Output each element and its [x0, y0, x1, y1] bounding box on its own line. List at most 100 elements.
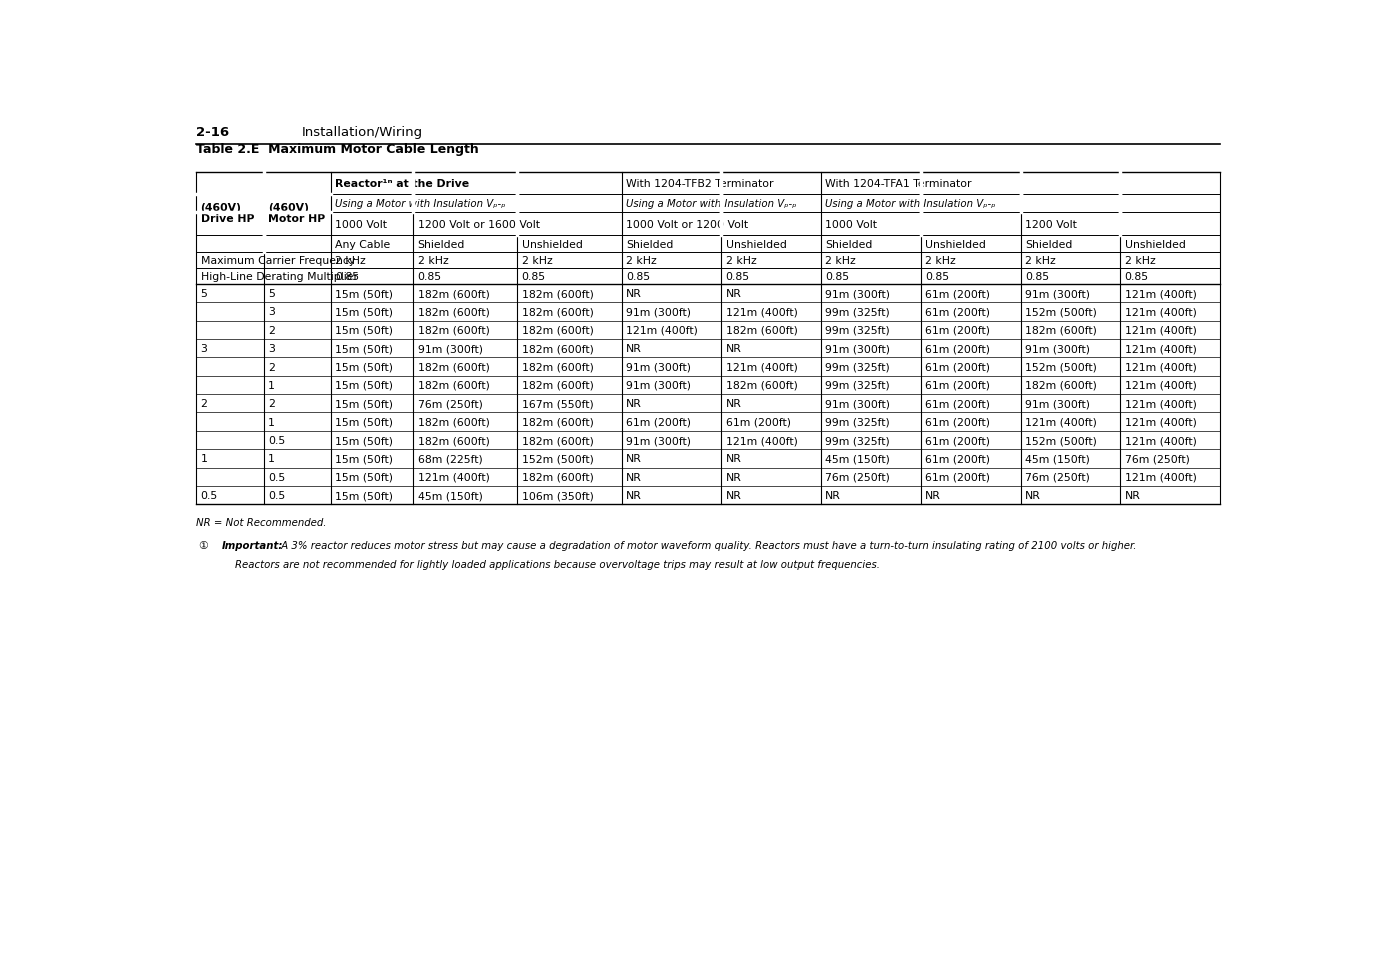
Text: 91m (300ft): 91m (300ft) — [417, 344, 482, 354]
Text: 15m (50ft): 15m (50ft) — [334, 344, 392, 354]
Text: NR: NR — [726, 289, 742, 299]
Text: 121m (400ft): 121m (400ft) — [1125, 307, 1197, 317]
Text: 0.85: 0.85 — [1125, 272, 1148, 281]
Text: 182m (600ft): 182m (600ft) — [417, 326, 489, 335]
Text: 5: 5 — [200, 289, 207, 299]
Text: Shielded: Shielded — [1025, 239, 1072, 250]
Text: 2 kHz: 2 kHz — [1025, 255, 1056, 265]
Text: 76m (250ft): 76m (250ft) — [417, 399, 482, 409]
Text: 2: 2 — [268, 399, 275, 409]
Text: 182m (600ft): 182m (600ft) — [521, 289, 593, 299]
Text: 1000 Volt: 1000 Volt — [334, 219, 387, 230]
Text: 0.85: 0.85 — [417, 272, 442, 281]
Text: 15m (50ft): 15m (50ft) — [334, 436, 392, 446]
Text: 121m (400ft): 121m (400ft) — [1125, 344, 1197, 354]
Text: 0.85: 0.85 — [925, 272, 949, 281]
Text: Shielded: Shielded — [417, 239, 464, 250]
Text: 91m (300ft): 91m (300ft) — [825, 344, 890, 354]
Text: 1: 1 — [268, 417, 275, 427]
Text: 15m (50ft): 15m (50ft) — [334, 307, 392, 317]
Text: 61m (200ft): 61m (200ft) — [925, 326, 990, 335]
Text: 121m (400ft): 121m (400ft) — [1025, 417, 1097, 427]
Text: 121m (400ft): 121m (400ft) — [626, 326, 698, 335]
Text: 1200 Volt or 1600 Volt: 1200 Volt or 1600 Volt — [417, 219, 539, 230]
Text: 121m (400ft): 121m (400ft) — [1125, 417, 1197, 427]
Text: With 1204-TFA1 Terminator: With 1204-TFA1 Terminator — [825, 179, 972, 189]
Text: 91m (300ft): 91m (300ft) — [1025, 344, 1090, 354]
Text: NR: NR — [626, 491, 641, 500]
Text: 2 kHz: 2 kHz — [1125, 255, 1155, 265]
Text: 91m (300ft): 91m (300ft) — [626, 436, 691, 446]
Text: Unshielded: Unshielded — [925, 239, 985, 250]
Text: ①: ① — [199, 540, 209, 550]
Text: Motor HP: Motor HP — [268, 213, 325, 223]
Text: 99m (325ft): 99m (325ft) — [825, 362, 890, 373]
Text: 0.85: 0.85 — [825, 272, 850, 281]
Text: 106m (350ft): 106m (350ft) — [521, 491, 593, 500]
Text: 182m (600ft): 182m (600ft) — [417, 362, 489, 373]
Text: 15m (50ft): 15m (50ft) — [334, 473, 392, 482]
Text: NR: NR — [726, 473, 742, 482]
Text: 182m (600ft): 182m (600ft) — [1025, 326, 1097, 335]
Text: 121m (400ft): 121m (400ft) — [1125, 289, 1197, 299]
Text: 61m (200ft): 61m (200ft) — [925, 399, 990, 409]
Text: 121m (400ft): 121m (400ft) — [1125, 380, 1197, 391]
Text: 0.5: 0.5 — [268, 473, 285, 482]
Text: 182m (600ft): 182m (600ft) — [417, 436, 489, 446]
Text: 91m (300ft): 91m (300ft) — [626, 307, 691, 317]
Text: High-Line Derating Multiplier: High-Line Derating Multiplier — [200, 272, 358, 281]
Text: 61m (200ft): 61m (200ft) — [925, 307, 990, 317]
Text: 121m (400ft): 121m (400ft) — [726, 362, 797, 373]
Text: 2 kHz: 2 kHz — [825, 255, 855, 265]
Text: Any Cable: Any Cable — [334, 239, 390, 250]
Text: 182m (600ft): 182m (600ft) — [726, 326, 797, 335]
Text: Installation/Wiring: Installation/Wiring — [301, 126, 423, 138]
Text: 99m (325ft): 99m (325ft) — [825, 380, 890, 391]
Text: Important:: Important: — [223, 540, 283, 550]
Text: 0.5: 0.5 — [268, 436, 285, 446]
Text: 182m (600ft): 182m (600ft) — [726, 380, 797, 391]
Text: NR: NR — [825, 491, 842, 500]
Text: 2 kHz: 2 kHz — [417, 255, 448, 265]
Text: NR: NR — [626, 289, 641, 299]
Text: 61m (200ft): 61m (200ft) — [726, 417, 791, 427]
Text: 3: 3 — [268, 307, 275, 317]
Text: 182m (600ft): 182m (600ft) — [521, 436, 593, 446]
Text: 0.5: 0.5 — [200, 491, 218, 500]
Text: 15m (50ft): 15m (50ft) — [334, 491, 392, 500]
Text: 0.85: 0.85 — [521, 272, 546, 281]
Text: 152m (500ft): 152m (500ft) — [1025, 436, 1097, 446]
Text: 0.85: 0.85 — [334, 272, 359, 281]
Text: Reactor¹ⁿ at the Drive: Reactor¹ⁿ at the Drive — [334, 179, 470, 189]
Text: 45m (150ft): 45m (150ft) — [1025, 454, 1090, 464]
Text: 91m (300ft): 91m (300ft) — [626, 362, 691, 373]
Text: 99m (325ft): 99m (325ft) — [825, 307, 890, 317]
Text: 99m (325ft): 99m (325ft) — [825, 417, 890, 427]
Text: 61m (200ft): 61m (200ft) — [925, 436, 990, 446]
Text: 3: 3 — [200, 344, 207, 354]
Text: 1: 1 — [200, 454, 207, 464]
Text: 15m (50ft): 15m (50ft) — [334, 289, 392, 299]
Text: 0.85: 0.85 — [626, 272, 650, 281]
Text: 182m (600ft): 182m (600ft) — [417, 417, 489, 427]
Text: 2: 2 — [200, 399, 207, 409]
Text: 1000 Volt or 1200 Volt: 1000 Volt or 1200 Volt — [626, 219, 748, 230]
Text: 0.85: 0.85 — [1025, 272, 1049, 281]
Text: 121m (400ft): 121m (400ft) — [1125, 326, 1197, 335]
Text: 15m (50ft): 15m (50ft) — [334, 326, 392, 335]
Text: Reactors are not recommended for lightly loaded applications because overvoltage: Reactors are not recommended for lightly… — [235, 559, 880, 569]
Text: 182m (600ft): 182m (600ft) — [521, 380, 593, 391]
Text: Maximum Carrier Frequency: Maximum Carrier Frequency — [200, 255, 355, 265]
Text: Drive HP: Drive HP — [200, 213, 254, 223]
Text: 182m (600ft): 182m (600ft) — [417, 380, 489, 391]
Text: Using a Motor with Insulation Vₚ-ₚ: Using a Motor with Insulation Vₚ-ₚ — [626, 199, 796, 209]
Text: 2: 2 — [268, 362, 275, 373]
Text: 152m (500ft): 152m (500ft) — [1025, 307, 1097, 317]
Text: 1200 Volt: 1200 Volt — [1025, 219, 1077, 230]
Text: 1: 1 — [268, 380, 275, 391]
Text: (460V): (460V) — [200, 203, 242, 213]
Text: Shielded: Shielded — [626, 239, 673, 250]
Text: 182m (600ft): 182m (600ft) — [1025, 380, 1097, 391]
Text: 182m (600ft): 182m (600ft) — [521, 417, 593, 427]
Text: 2 kHz: 2 kHz — [626, 255, 656, 265]
